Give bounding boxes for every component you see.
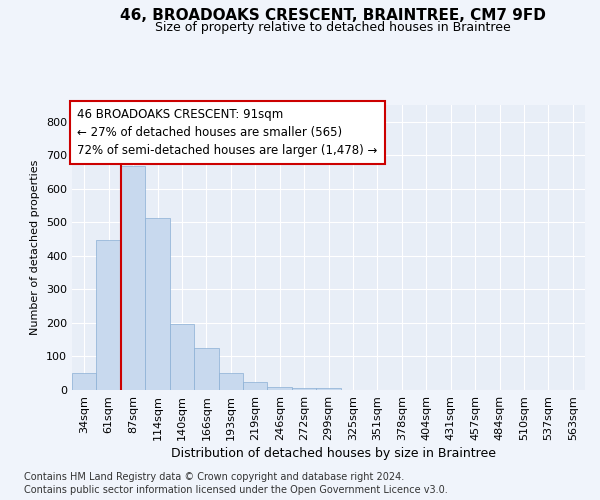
Bar (97, 240, 121, 390)
Bar (292, 388, 316, 390)
Bar (170, 324, 194, 390)
Bar (121, 166, 145, 390)
Bar (218, 373, 243, 390)
Y-axis label: Number of detached properties: Number of detached properties (31, 160, 40, 335)
Text: Size of property relative to detached houses in Braintree: Size of property relative to detached ho… (155, 21, 511, 34)
Text: Contains public sector information licensed under the Open Government Licence v3: Contains public sector information licen… (24, 485, 448, 495)
Bar (316, 388, 341, 390)
Bar (268, 386, 292, 390)
Bar (145, 218, 170, 390)
Text: Contains HM Land Registry data © Crown copyright and database right 2024.: Contains HM Land Registry data © Crown c… (24, 472, 404, 482)
Bar (243, 382, 268, 390)
Text: 46 BROADOAKS CRESCENT: 91sqm
← 27% of detached houses are smaller (565)
72% of s: 46 BROADOAKS CRESCENT: 91sqm ← 27% of de… (77, 108, 377, 157)
Text: Distribution of detached houses by size in Braintree: Distribution of detached houses by size … (170, 448, 496, 460)
Bar (194, 348, 218, 390)
Text: 46, BROADOAKS CRESCENT, BRAINTREE, CM7 9FD: 46, BROADOAKS CRESCENT, BRAINTREE, CM7 9… (120, 8, 546, 22)
Bar (72, 373, 97, 390)
